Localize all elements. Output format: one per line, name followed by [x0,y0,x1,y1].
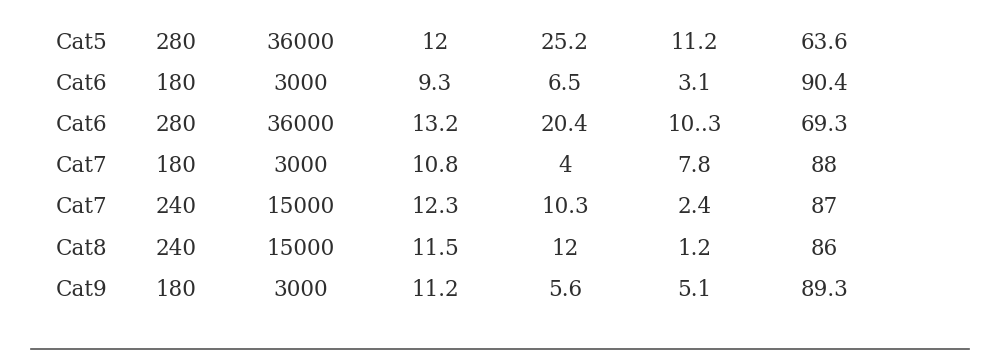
Text: 86: 86 [810,238,838,260]
Text: 25.2: 25.2 [541,31,589,53]
Text: 90.4: 90.4 [800,73,848,95]
Text: 89.3: 89.3 [800,279,848,301]
Text: Cat9: Cat9 [56,279,108,301]
Text: 180: 180 [155,73,196,95]
Text: Cat7: Cat7 [56,196,108,218]
Text: 4: 4 [558,155,572,177]
Text: 88: 88 [810,155,838,177]
Text: 10.3: 10.3 [541,196,589,218]
Text: 15000: 15000 [266,196,335,218]
Text: 12: 12 [421,31,449,53]
Text: 240: 240 [155,196,196,218]
Text: 13.2: 13.2 [411,114,459,136]
Text: 11.2: 11.2 [411,279,459,301]
Text: 12: 12 [551,238,579,260]
Text: 180: 180 [155,155,196,177]
Text: Cat5: Cat5 [56,31,108,53]
Text: 3.1: 3.1 [677,73,712,95]
Text: 9.3: 9.3 [418,73,452,95]
Text: 3000: 3000 [273,279,328,301]
Text: 15000: 15000 [266,238,335,260]
Text: Cat8: Cat8 [56,238,108,260]
Text: 6.5: 6.5 [548,73,582,95]
Text: 87: 87 [810,196,838,218]
Text: 11.5: 11.5 [411,238,459,260]
Text: 12.3: 12.3 [411,196,459,218]
Text: 240: 240 [155,238,196,260]
Text: Cat7: Cat7 [56,155,108,177]
Text: 63.6: 63.6 [800,31,848,53]
Text: Cat6: Cat6 [56,114,108,136]
Text: 280: 280 [155,31,196,53]
Text: 36000: 36000 [266,31,335,53]
Text: 20.4: 20.4 [541,114,589,136]
Text: 1.2: 1.2 [677,238,712,260]
Text: 3000: 3000 [273,73,328,95]
Text: 7.8: 7.8 [677,155,711,177]
Text: 69.3: 69.3 [800,114,848,136]
Text: 11.2: 11.2 [671,31,718,53]
Text: 3000: 3000 [273,155,328,177]
Text: 10.8: 10.8 [411,155,459,177]
Text: 5.1: 5.1 [677,279,712,301]
Text: 180: 180 [155,279,196,301]
Text: Cat6: Cat6 [56,73,108,95]
Text: 36000: 36000 [266,114,335,136]
Text: 5.6: 5.6 [548,279,582,301]
Text: 2.4: 2.4 [677,196,712,218]
Text: 10..3: 10..3 [667,114,722,136]
Text: 280: 280 [155,114,196,136]
